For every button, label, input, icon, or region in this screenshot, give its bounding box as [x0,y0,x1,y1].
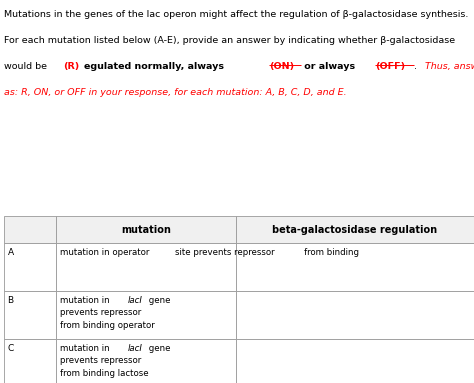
Text: Thus, answers should be given: Thus, answers should be given [422,62,474,70]
Text: C: C [8,344,14,352]
Text: For each mutation listed below (A-E), provide an answer by indicating whether β-: For each mutation listed below (A-E), pr… [4,36,455,44]
Text: lacI: lacI [128,296,142,304]
Bar [56,216,236,243]
Text: gene: gene [146,344,171,352]
Text: B: B [8,296,14,304]
Bar [4,216,56,243]
Text: mutation in: mutation in [60,344,112,352]
Text: as: R, ON, or OFF in your response, for each mutation: A, B, C, D, and E.: as: R, ON, or OFF in your response, for … [4,88,346,97]
Text: (OFF): (OFF) [375,62,406,70]
Bar [236,339,474,383]
Bar [56,339,236,383]
Bar [56,291,236,339]
Text: mutation in operator: mutation in operator [60,248,149,257]
Bar [4,291,56,339]
Text: A: A [8,248,14,257]
Bar [4,243,56,291]
Text: .: . [414,62,420,70]
Text: site prevents repressor: site prevents repressor [175,248,274,257]
Text: would be: would be [4,62,50,70]
Bar [236,216,474,243]
Text: from binding: from binding [303,248,359,257]
Bar [236,243,474,291]
Text: beta-galactosidase regulation: beta-galactosidase regulation [273,225,438,235]
Text: lacI: lacI [128,344,142,352]
Bar [4,339,56,383]
Text: Mutations in the genes of the lac operon might affect the regulation of β-galact: Mutations in the genes of the lac operon… [4,10,468,18]
Text: mutation: mutation [121,225,171,235]
Text: gene: gene [146,296,171,304]
Text: from binding operator: from binding operator [60,321,155,330]
Text: prevents repressor: prevents repressor [60,308,141,317]
Text: (ON): (ON) [269,62,294,70]
Text: from binding lactose: from binding lactose [60,369,148,378]
Text: egulated normally, always: egulated normally, always [84,62,228,70]
Bar [236,291,474,339]
Text: mutation in: mutation in [60,296,112,304]
Text: prevents repressor: prevents repressor [60,356,141,365]
Text: or always: or always [301,62,359,70]
Bar [56,243,236,291]
Text: (R): (R) [63,62,80,70]
